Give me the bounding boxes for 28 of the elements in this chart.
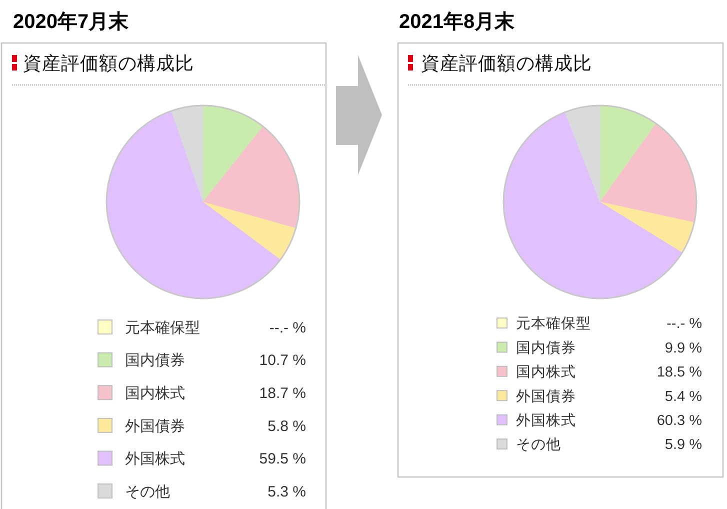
legend-label: その他: [516, 436, 561, 454]
data-label: 9.9 %: [664, 340, 702, 356]
legend-label: 外国株式: [125, 450, 185, 468]
legend-label: 外国債券: [516, 388, 576, 405]
legend-label: 国内株式: [125, 385, 185, 402]
legend-label: 国内株式: [516, 364, 576, 381]
legend-label: 国内債券: [516, 339, 576, 356]
chart-subtitle: 資産評価額の構成比: [421, 52, 592, 74]
data-label: 59.5 %: [259, 450, 306, 468]
data-label: 60.3 %: [656, 413, 702, 430]
legend-label: その他: [125, 483, 170, 500]
legend-label: 元本確保型: [516, 315, 591, 332]
legend-label: 外国債券: [125, 418, 185, 435]
data-label: 18.5 %: [656, 364, 702, 381]
chart-title: 2021年8月末: [399, 11, 516, 33]
data-label: 18.7 %: [259, 385, 306, 402]
data-label: 10.7 %: [259, 352, 306, 370]
data-label: 5.9 %: [664, 437, 702, 454]
text: --.- %: [666, 316, 702, 332]
chart-title: 2020年7月末: [13, 11, 130, 33]
legend-label: 元本確保型: [125, 319, 200, 336]
legend-label: 外国株式: [516, 412, 576, 430]
data-label: 5.3 %: [268, 483, 306, 500]
data-label: 5.8 %: [268, 418, 306, 435]
text: --.- %: [269, 319, 306, 336]
data-label: 5.4 %: [664, 388, 702, 405]
chart-subtitle: 資産評価額の構成比: [23, 52, 194, 74]
legend-label: 国内債券: [125, 352, 185, 370]
